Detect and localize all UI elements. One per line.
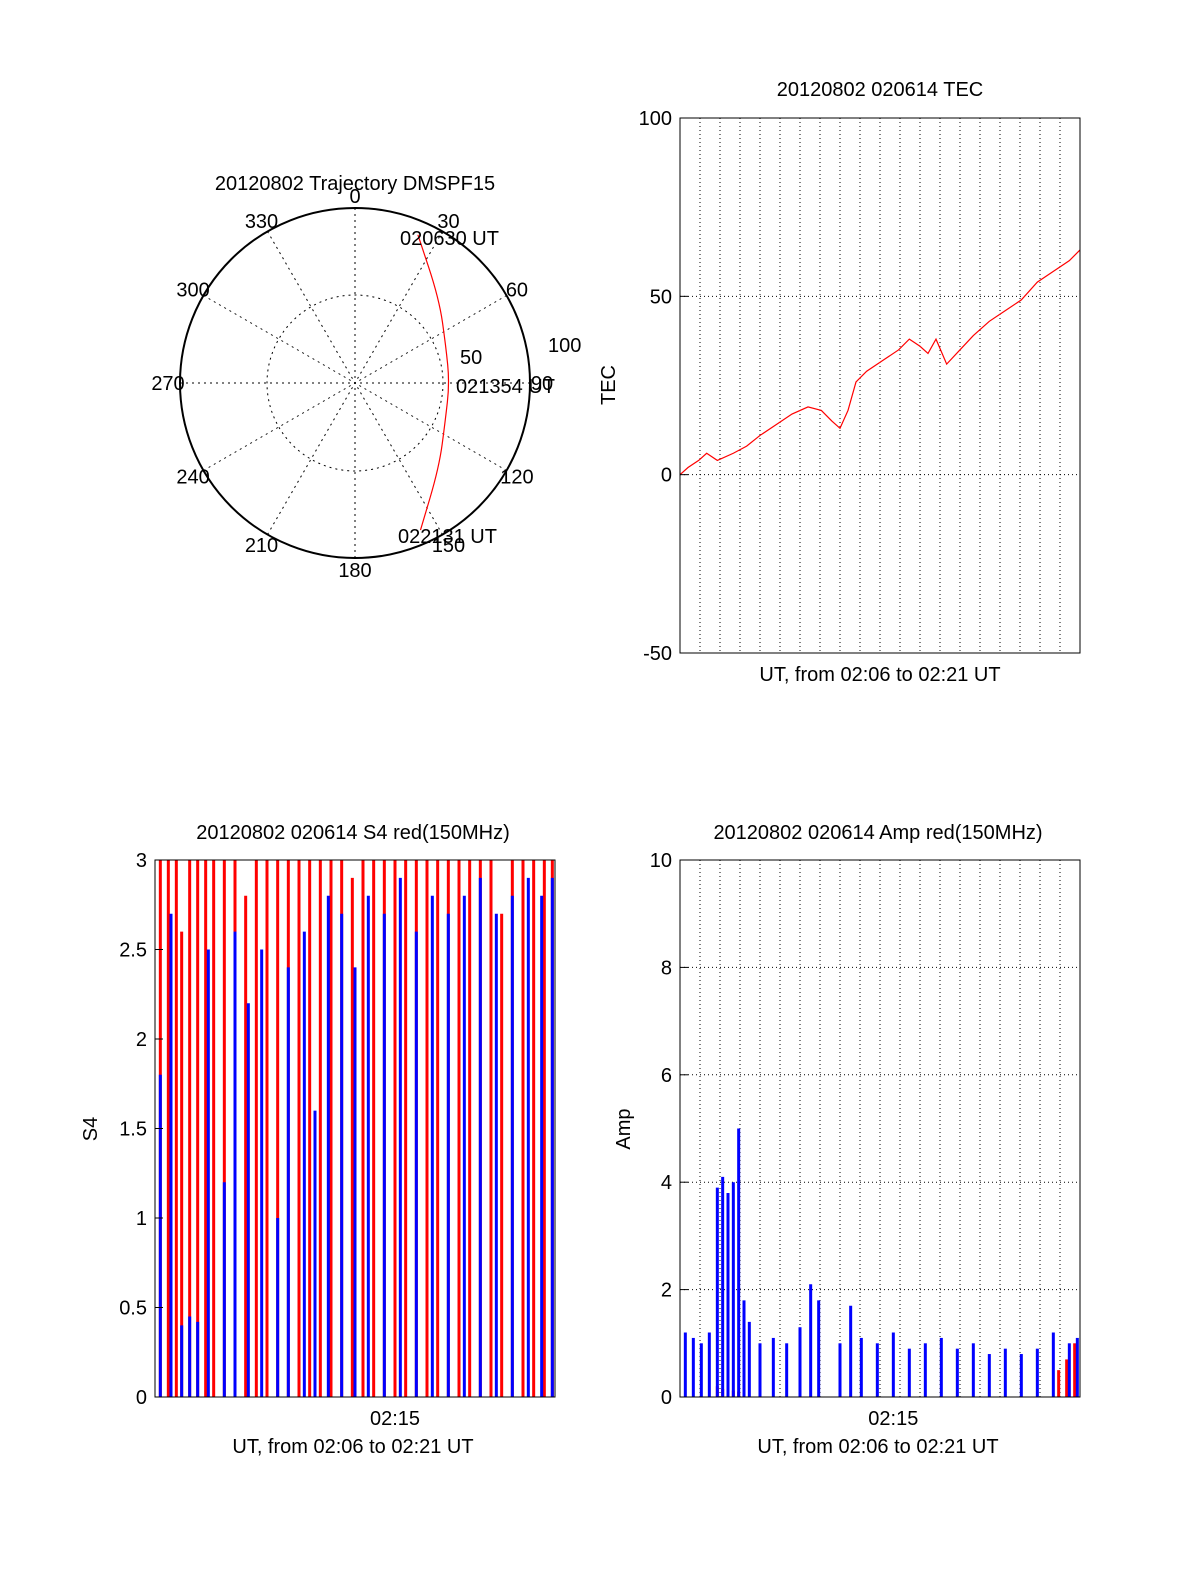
polar-mid-circle <box>266 294 444 472</box>
y-tick-label: 0 <box>661 465 672 487</box>
amp-xlabel: UT, from 02:06 to 02:21 UT <box>757 1436 998 1458</box>
x-tick-label: 02:15 <box>370 1408 420 1430</box>
polar-azimuth-label: 60 <box>506 280 528 302</box>
polar-title: 20120802 Trajectory DMSPF15 <box>215 173 495 195</box>
polar-azimuth-label: 30 <box>437 211 459 233</box>
polar-azimuth-label: 330 <box>245 211 278 233</box>
y-tick-label: 0.5 <box>119 1298 147 1320</box>
tec-plot-frame <box>679 117 1081 654</box>
y-tick-label: 50 <box>650 286 672 308</box>
tec-ylabel: TEC <box>598 365 620 405</box>
amp-y-tick-labels: 10 8 6 4 2 0 <box>650 850 688 1409</box>
y-tick-label: 3 <box>136 850 147 872</box>
polar-azimuth-label: 120 <box>500 467 533 489</box>
polar-spokes <box>180 208 530 558</box>
amp-plot-frame <box>679 859 1081 1398</box>
polar-azimuth-label: 90 <box>531 373 553 395</box>
polar-radial-label-50: 50 <box>460 347 482 369</box>
polar-azimuth-label: 0 <box>349 186 360 208</box>
tec-series-line <box>679 249 1081 476</box>
polar-annotation-start: 020630 UT <box>400 228 499 250</box>
y-tick-label: 1 <box>136 1208 147 1230</box>
y-tick-label: 100 <box>639 108 672 130</box>
tec-grid <box>680 118 1080 653</box>
y-tick-label: 2.5 <box>119 940 147 962</box>
tec-chart: 20120802 020614 TEC 100 50 0 -50 TEC UT, fr… <box>598 79 1081 686</box>
polar-trajectory-chart: 20120802 Trajectory DMSPF15 0 30 60 90 120 15… <box>151 173 581 582</box>
y-tick-label: 1.5 <box>119 1119 147 1141</box>
tec-y-tick-labels: 100 50 0 -50 <box>639 108 688 665</box>
x-tick-label: 02:15 <box>868 1408 918 1430</box>
y-tick-label: 10 <box>650 850 672 872</box>
amp-title: 20120802 020614 Amp red(150MHz) <box>713 822 1042 844</box>
polar-spoke-150 <box>267 231 443 535</box>
y-tick-label: 4 <box>661 1172 672 1194</box>
tec-xlabel: UT, from 02:06 to 02:21 UT <box>759 664 1000 686</box>
s4-title: 20120802 020614 S4 red(150MHz) <box>196 822 510 844</box>
polar-azimuth-label: 180 <box>338 560 371 582</box>
y-tick-label: 6 <box>661 1065 672 1087</box>
polar-trajectory-line <box>417 234 450 531</box>
y-tick-label: 2 <box>136 1029 147 1051</box>
polar-azimuth-label: 210 <box>245 535 278 557</box>
amp-bars <box>683 1128 1079 1397</box>
y-tick-label: 0 <box>136 1387 147 1409</box>
polar-annotation-end: 022131 UT <box>398 526 497 548</box>
tec-title: 20120802 020614 TEC <box>777 79 983 101</box>
polar-azimuth-label: 270 <box>151 373 184 395</box>
amp-ylabel: Amp <box>613 1108 635 1149</box>
polar-annotation-mid: 021354 UT <box>456 376 555 398</box>
s4-ylabel: S4 <box>80 1117 102 1141</box>
y-tick-label: 0 <box>661 1387 672 1409</box>
polar-azimuth-labels: 0 30 60 90 120 150 180 210 240 270 300 330 <box>151 186 553 582</box>
polar-azimuth-label: 240 <box>176 467 209 489</box>
y-tick-label: 2 <box>661 1280 672 1302</box>
s4-xlabel: UT, from 02:06 to 02:21 UT <box>232 1436 473 1458</box>
y-tick-label: -50 <box>643 643 672 665</box>
polar-azimuth-label: 300 <box>176 280 209 302</box>
amp-x-tick-labels: 02:15 <box>868 1408 918 1430</box>
s4-x-tick-labels: 02:15 <box>370 1408 420 1430</box>
amp-chart: 20120802 020614 Amp red(150MHz) 1086420 … <box>613 822 1081 1458</box>
y-tick-label: 8 <box>661 957 672 979</box>
polar-azimuth-label: 150 <box>432 535 465 557</box>
s4-bars <box>158 860 554 1397</box>
s4-chart: 20120802 020614 S4 red(150MHz) 3 2.5 2 1.5 1… <box>80 822 556 1458</box>
s4-y-tick-labels: 3 2.5 2 1.5 1 0.5 0 <box>119 850 163 1409</box>
polar-radial-label-100: 100 <box>548 335 581 357</box>
